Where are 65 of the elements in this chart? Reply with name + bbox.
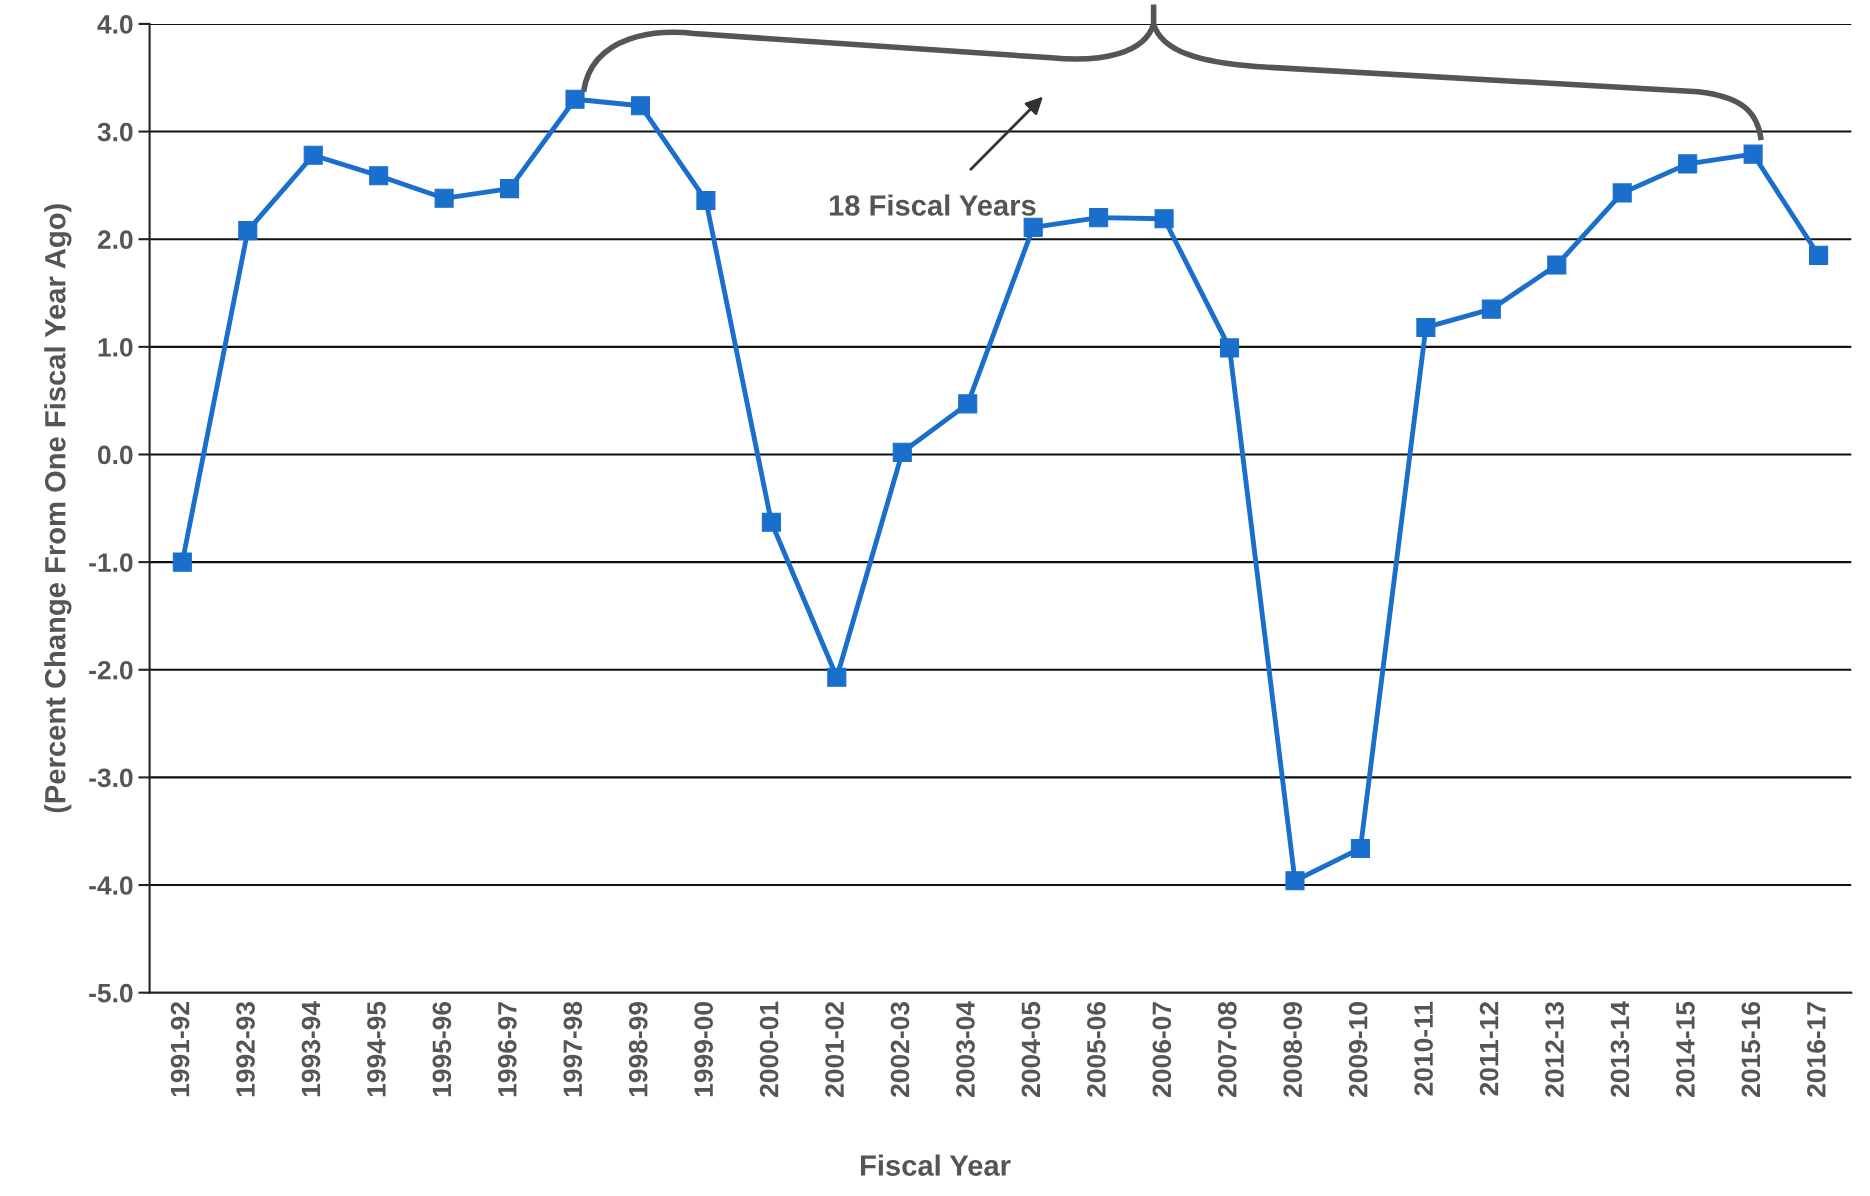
x-tick-label: 2007-08: [1217, 1001, 1237, 1097]
x-tick-label: 2013-14: [1610, 1001, 1630, 1097]
point: [1612, 183, 1632, 203]
x-tick-label: 1994-95: [367, 1001, 386, 1097]
x-tick-label: 1997-98: [563, 1001, 583, 1097]
point: [1678, 154, 1698, 174]
point: [1154, 209, 1174, 229]
point: [1219, 338, 1240, 358]
y-tick-label: -1.0: [89, 553, 133, 572]
point: [1416, 317, 1436, 338]
y-tick-label: -3.0: [89, 768, 133, 788]
x-tick-label: 1996-97: [497, 1002, 517, 1097]
y-axis-title: (Percent Change From One Fiscal Year Ago): [44, 204, 72, 813]
x-tick-label: 1993-94: [301, 1001, 321, 1097]
point: [630, 96, 651, 116]
annotation: 18 Fiscal Years: [829, 194, 1036, 216]
point: [827, 667, 847, 687]
x-tick-label: 2008-09: [1283, 1001, 1303, 1097]
x-tick-label: 2010-11: [1414, 1001, 1433, 1096]
x-tick-label: 2016-17: [1806, 1002, 1826, 1097]
point: [369, 166, 389, 186]
y-tick-label: 0.0: [97, 445, 133, 465]
x-axis-title: Fiscal Year: [860, 1154, 1011, 1176]
point: [172, 552, 192, 572]
y-tick-label: 1.0: [98, 337, 133, 357]
x-tick-label: 1991-92: [170, 1002, 190, 1097]
x-tick-label: 2012-13: [1545, 1001, 1564, 1097]
x-tick-label: 2009-10: [1348, 1002, 1368, 1097]
point: [303, 145, 323, 165]
x-tick-label: 2014-15: [1676, 1001, 1695, 1097]
point: [1023, 217, 1043, 237]
x-tick-label: 1995-96: [432, 1001, 452, 1097]
x-tick-label: 2004-05: [1021, 1001, 1041, 1097]
point: [434, 188, 454, 208]
point: [761, 512, 781, 532]
point: [1547, 255, 1567, 275]
point: [1809, 245, 1829, 265]
point: [238, 221, 258, 241]
y-tick-label: -2.0: [89, 660, 133, 680]
y-tick-label: 4.0: [97, 15, 133, 34]
y-tick-label: -4.0: [89, 876, 133, 895]
x-tick-label: 1992-93: [236, 1001, 255, 1097]
x-tick-label: 2002-03: [890, 1001, 910, 1097]
x-tick-label: 1998-99: [628, 1001, 648, 1097]
x-tick-label: 2005-06: [1087, 1001, 1106, 1097]
x-tick-label: 2006-07: [1152, 1002, 1172, 1097]
point: [1089, 208, 1109, 228]
x-tick-label: 2015-16: [1741, 1001, 1761, 1097]
point: [958, 394, 978, 414]
point: [1350, 838, 1370, 858]
point: [696, 190, 716, 210]
y-tick-label: 3.0: [97, 122, 133, 142]
y-tick-label: -5.0: [89, 983, 133, 1003]
point: [1743, 144, 1763, 164]
point: [565, 89, 585, 109]
point: [1481, 299, 1501, 319]
point: [892, 442, 912, 462]
point: [1285, 871, 1305, 891]
x-tick-label: 1999-00: [694, 1002, 714, 1097]
x-tick-label: 2001-02: [825, 1002, 844, 1097]
x-tick-label: 2000-01: [759, 1001, 779, 1097]
x-tick-label: 2003-04: [956, 1001, 975, 1097]
point: [500, 179, 520, 199]
y-tick-label: 2.0: [97, 230, 133, 250]
x-tick-label: 2011-12: [1479, 1002, 1499, 1096]
